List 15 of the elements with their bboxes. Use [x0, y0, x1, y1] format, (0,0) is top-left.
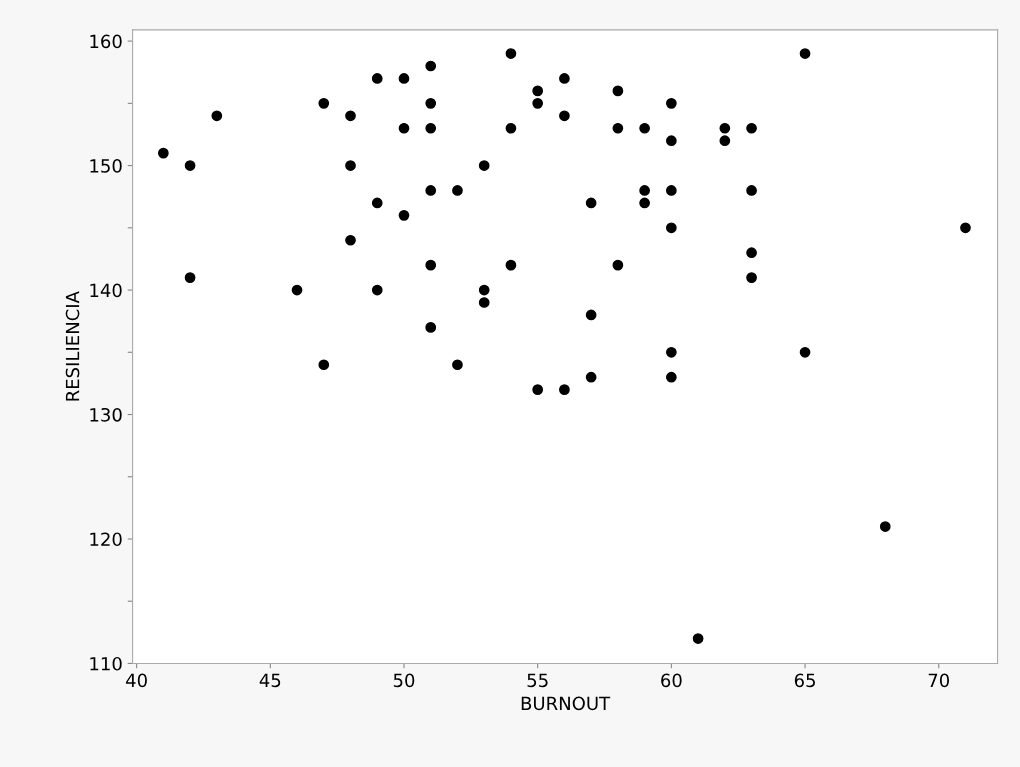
x-tick-label: 65 [794, 673, 815, 688]
y-axis-title: RESILIENCIA [65, 291, 80, 401]
y-tick-label: 150 [90, 159, 122, 173]
x-axis-title: BURNOUT [521, 696, 611, 711]
y-tick-label: 130 [90, 407, 122, 422]
x-tick-label: 70 [928, 673, 950, 688]
x-tick-label: 40 [126, 673, 147, 688]
x-tick-label: 45 [259, 673, 281, 688]
y-tick-label: 110 [90, 656, 122, 671]
x-tick-label: 50 [393, 673, 415, 688]
y-tick-label: 140 [90, 283, 122, 298]
x-tick-label: 55 [527, 673, 548, 688]
y-tick-label: 160 [90, 34, 122, 49]
x-tick-label: 60 [661, 673, 682, 688]
y-tick-label: 120 [90, 532, 122, 547]
